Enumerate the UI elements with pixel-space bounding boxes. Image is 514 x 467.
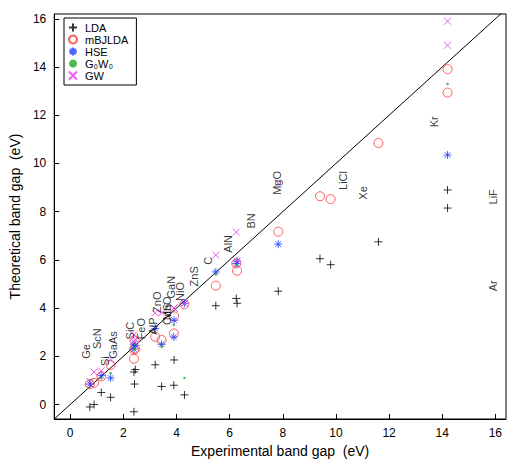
svg-text:Experimental band gap (eV): Experimental band gap (eV) bbox=[191, 443, 369, 459]
svg-text:G₀W₀: G₀W₀ bbox=[85, 58, 113, 70]
svg-text:mBJLDA: mBJLDA bbox=[85, 34, 129, 46]
svg-text:Kr: Kr bbox=[428, 116, 440, 127]
svg-text:GaN: GaN bbox=[165, 275, 178, 299]
svg-text:8: 8 bbox=[279, 426, 286, 440]
svg-text:GW: GW bbox=[85, 70, 105, 82]
svg-text:AlP: AlP bbox=[147, 318, 159, 335]
svg-text:SiC: SiC bbox=[124, 321, 136, 340]
svg-text:12: 12 bbox=[33, 108, 47, 122]
svg-text:Theoretical band gap (eV): Theoretical band gap (eV) bbox=[7, 134, 23, 300]
svg-text:ZnS: ZnS bbox=[188, 266, 200, 286]
svg-text:Xe: Xe bbox=[357, 186, 369, 199]
svg-text:8: 8 bbox=[40, 205, 47, 219]
svg-text:Ge: Ge bbox=[80, 344, 93, 359]
svg-text:0: 0 bbox=[40, 398, 47, 412]
svg-text:MnO: MnO bbox=[161, 296, 173, 320]
svg-text:14: 14 bbox=[436, 426, 450, 440]
svg-text:10: 10 bbox=[33, 156, 47, 170]
svg-text:6: 6 bbox=[226, 426, 233, 440]
svg-text:C: C bbox=[202, 257, 214, 265]
svg-text:16: 16 bbox=[489, 426, 503, 440]
svg-text:LiF: LiF bbox=[487, 189, 499, 205]
svg-text:2: 2 bbox=[40, 349, 47, 363]
svg-text:GaAs: GaAs bbox=[107, 331, 119, 359]
svg-text:4: 4 bbox=[173, 426, 180, 440]
svg-text:ScN: ScN bbox=[91, 328, 103, 349]
svg-text:16: 16 bbox=[33, 12, 47, 26]
svg-text:AlN: AlN bbox=[222, 235, 234, 253]
svg-text:4: 4 bbox=[40, 301, 47, 315]
svg-text:Si: Si bbox=[98, 356, 111, 366]
svg-text:6: 6 bbox=[40, 253, 47, 267]
svg-text:LDA: LDA bbox=[85, 22, 107, 34]
svg-text:FeO: FeO bbox=[135, 318, 147, 340]
svg-text:14: 14 bbox=[33, 60, 47, 74]
svg-text:10: 10 bbox=[329, 426, 343, 440]
svg-text:MgO: MgO bbox=[271, 171, 283, 195]
svg-text:2: 2 bbox=[120, 426, 127, 440]
svg-text:0: 0 bbox=[67, 426, 74, 440]
svg-text:NiO: NiO bbox=[174, 281, 186, 300]
svg-text:Ar: Ar bbox=[487, 280, 499, 291]
svg-text:12: 12 bbox=[382, 426, 396, 440]
svg-text:HSE: HSE bbox=[85, 46, 108, 58]
svg-text:ZnO: ZnO bbox=[150, 291, 163, 313]
svg-text:LiCl: LiCl bbox=[337, 171, 349, 190]
svg-text:BN: BN bbox=[245, 213, 257, 228]
